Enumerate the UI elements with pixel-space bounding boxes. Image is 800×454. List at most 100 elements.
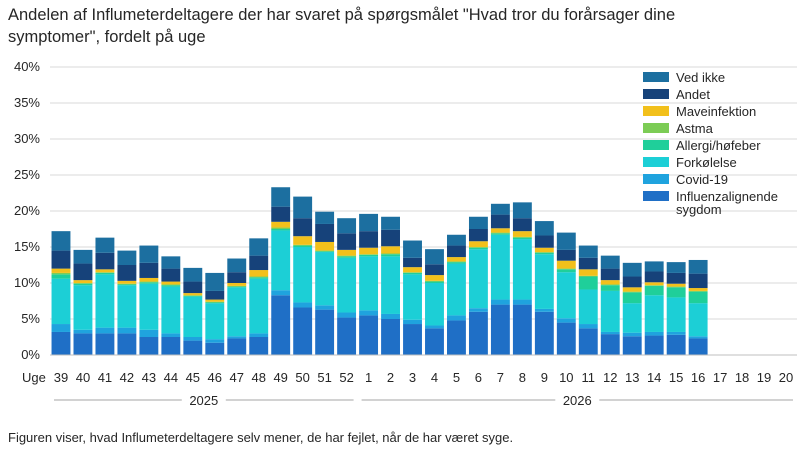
bar-segment <box>227 285 247 287</box>
chart-title: Andelen af Influmeterdeltagere der har s… <box>8 6 676 46</box>
bar-segment <box>293 247 313 303</box>
bar-segment <box>227 287 247 337</box>
bar-segment <box>425 283 444 326</box>
bar-segment <box>468 247 488 248</box>
bar-segment <box>556 249 576 261</box>
bar-segment <box>271 295 291 355</box>
y-tick-label: 35% <box>14 95 40 110</box>
bar-segment <box>139 245 159 263</box>
bar-segment <box>666 287 686 298</box>
bar-segment <box>578 257 598 270</box>
x-tick-label: 5 <box>453 370 460 385</box>
x-tick-label: 43 <box>142 370 156 385</box>
bar-segment <box>688 336 708 339</box>
bar-segment <box>403 272 422 275</box>
bar-segment <box>447 320 466 355</box>
bar-segment <box>293 244 313 246</box>
x-tick-label: 39 <box>54 370 68 385</box>
bar-segment <box>403 240 422 258</box>
bar-segment <box>468 311 488 355</box>
bar-segment <box>578 269 598 276</box>
bar-segment <box>183 296 203 337</box>
bar-segment <box>381 253 400 255</box>
bar-segment <box>359 247 379 255</box>
bar-segment <box>490 234 510 300</box>
legend-entry: Covid-19 <box>676 172 728 187</box>
bar-segment <box>271 230 291 291</box>
bar-segment <box>359 254 379 257</box>
bar-segment <box>534 235 554 248</box>
bar-segment <box>468 241 488 247</box>
bar-segment <box>556 272 576 319</box>
bar-segment <box>490 228 510 233</box>
bar-segment <box>227 336 247 339</box>
bar-segment <box>359 315 379 355</box>
bar-segment <box>600 284 620 286</box>
x-axis-label: Uge <box>22 370 46 385</box>
bar-segment <box>139 283 159 330</box>
bar-segment <box>403 319 422 325</box>
bar-segment <box>227 286 247 288</box>
bar-segment <box>512 218 532 232</box>
bar-segment <box>293 236 313 245</box>
bar-segment <box>117 333 137 355</box>
bar-segment <box>117 284 137 286</box>
bar-segment <box>227 258 247 273</box>
bar-segment <box>381 229 400 247</box>
bar-segment <box>51 274 71 279</box>
bar-segment <box>622 276 642 288</box>
bar-segment <box>556 322 576 355</box>
bar-segment <box>293 307 313 355</box>
legend-swatch <box>643 174 669 184</box>
bar-segment <box>249 238 269 256</box>
bar-segment <box>359 310 379 316</box>
bar-segment <box>578 328 598 355</box>
x-tick-label: 12 <box>603 370 617 385</box>
bar-segment <box>490 232 510 234</box>
bar-segment <box>51 268 71 273</box>
y-tick-label: 10% <box>14 275 40 290</box>
bar-segment <box>644 271 664 283</box>
bar-segment <box>205 342 225 355</box>
bar-segment <box>315 223 335 242</box>
bar-segment <box>183 295 203 297</box>
bar-segment <box>688 259 708 274</box>
bar-segment <box>315 211 335 224</box>
bar-segment <box>139 277 159 282</box>
bar-segment <box>688 338 708 355</box>
bar-segment <box>666 334 686 355</box>
bar-segment <box>688 290 708 292</box>
x-tick-label: 2 <box>387 370 394 385</box>
legend-entry: Allergi/høfeber <box>676 138 761 153</box>
bar-segment <box>666 272 686 284</box>
bar-segment <box>337 317 357 355</box>
bar-segment <box>622 332 642 337</box>
bar-segment <box>117 285 137 328</box>
bar-segment <box>556 268 576 270</box>
bar-segment <box>161 281 181 285</box>
bar-segment <box>425 249 444 265</box>
bar-segment <box>95 327 115 334</box>
bar-segment <box>183 295 203 296</box>
bar-segment <box>534 254 554 309</box>
bar-segment <box>337 312 357 318</box>
bar-segment <box>337 256 357 258</box>
bar-segment <box>315 252 335 306</box>
bar-segment <box>447 263 466 316</box>
bar-segment <box>556 260 576 269</box>
bar-segment <box>117 283 137 285</box>
legend-entry-line: Influenzalignende <box>676 189 778 204</box>
bar-segment <box>381 256 400 314</box>
bar-segment <box>490 304 510 355</box>
bar-segment <box>117 265 137 281</box>
bar-segment <box>73 249 93 264</box>
bar-segment <box>534 252 554 253</box>
x-tick-label: 20 <box>779 370 793 385</box>
bar-segment <box>534 221 554 236</box>
bar-segment <box>425 328 444 355</box>
bar-segment <box>578 275 598 277</box>
bar-segment <box>688 288 708 291</box>
bar-segment <box>139 337 159 355</box>
bar-segment <box>600 255 620 269</box>
y-tick-label: 0% <box>21 347 40 362</box>
